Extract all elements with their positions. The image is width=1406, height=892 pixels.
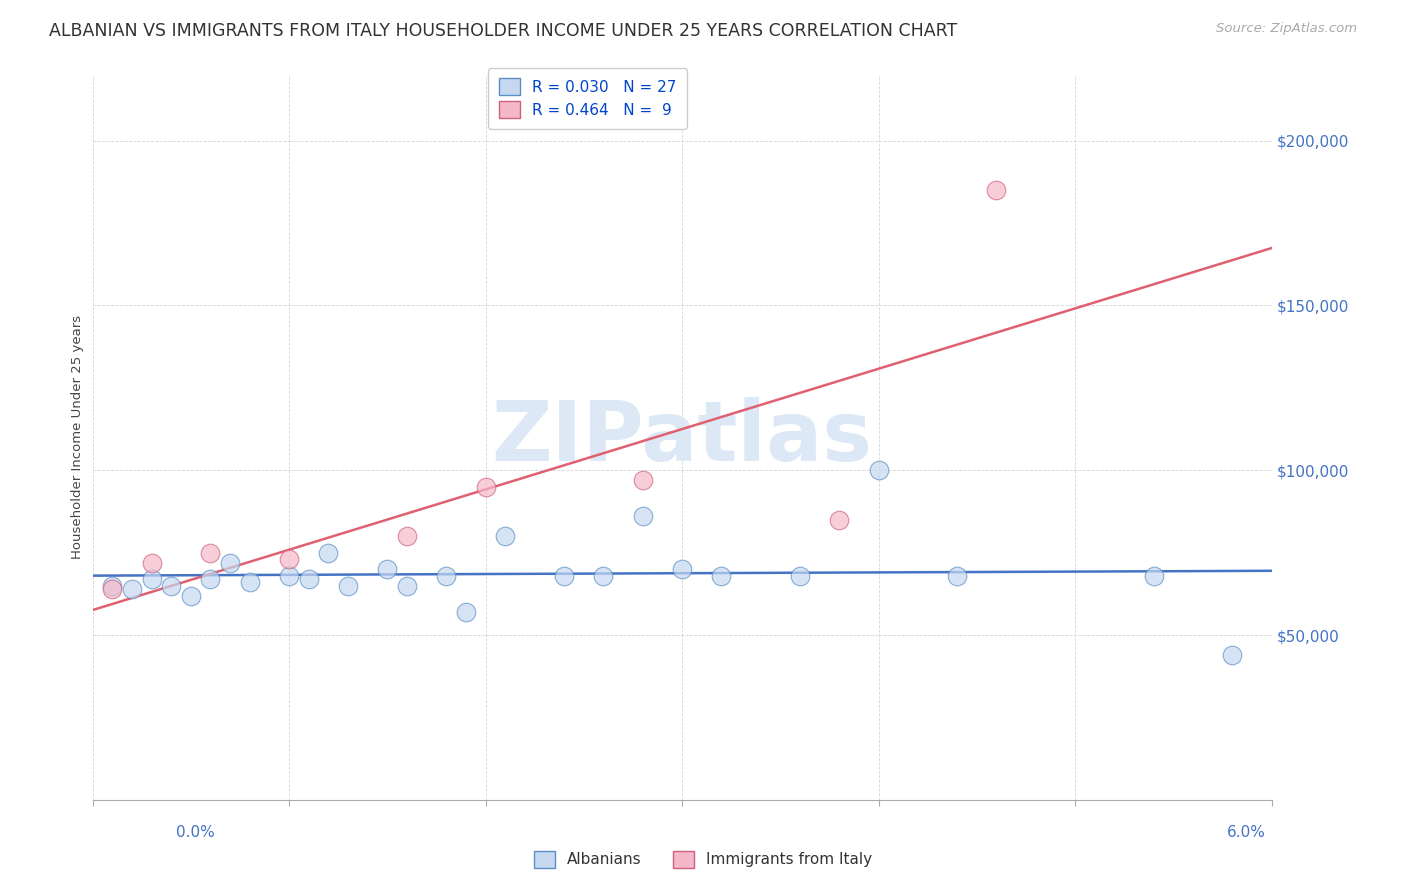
Legend: R = 0.030   N = 27, R = 0.464   N =  9: R = 0.030 N = 27, R = 0.464 N = 9 — [488, 68, 688, 128]
Point — [141, 572, 163, 586]
Point — [986, 183, 1008, 197]
Point — [298, 572, 321, 586]
Point — [318, 546, 340, 560]
Point — [828, 513, 851, 527]
Text: ZIPatlas: ZIPatlas — [492, 397, 873, 478]
Point — [160, 579, 183, 593]
Point — [200, 546, 222, 560]
Point — [200, 572, 222, 586]
Point — [278, 569, 301, 583]
Point — [101, 579, 124, 593]
Point — [395, 579, 418, 593]
Point — [395, 529, 418, 543]
Legend: Albanians, Immigrants from Italy: Albanians, Immigrants from Italy — [527, 845, 879, 873]
Point — [278, 552, 301, 566]
Text: 0.0%: 0.0% — [176, 825, 215, 840]
Point — [141, 556, 163, 570]
Text: Source: ZipAtlas.com: Source: ZipAtlas.com — [1216, 22, 1357, 36]
Point — [592, 569, 614, 583]
Point — [219, 556, 242, 570]
Point — [1143, 569, 1166, 583]
Point — [631, 509, 654, 524]
Point — [434, 569, 457, 583]
Text: ALBANIAN VS IMMIGRANTS FROM ITALY HOUSEHOLDER INCOME UNDER 25 YEARS CORRELATION : ALBANIAN VS IMMIGRANTS FROM ITALY HOUSEH… — [49, 22, 957, 40]
Text: 6.0%: 6.0% — [1226, 825, 1265, 840]
Point — [101, 582, 124, 596]
Point — [375, 562, 398, 576]
Point — [671, 562, 693, 576]
Point — [454, 605, 477, 619]
Point — [180, 589, 202, 603]
Point — [868, 463, 890, 477]
Point — [631, 473, 654, 487]
Point — [946, 569, 969, 583]
Point — [494, 529, 516, 543]
Point — [121, 582, 143, 596]
Point — [789, 569, 811, 583]
Point — [710, 569, 733, 583]
Point — [1220, 648, 1243, 662]
Y-axis label: Householder Income Under 25 years: Householder Income Under 25 years — [72, 315, 84, 559]
Point — [474, 480, 496, 494]
Point — [337, 579, 360, 593]
Point — [553, 569, 575, 583]
Point — [239, 575, 262, 590]
